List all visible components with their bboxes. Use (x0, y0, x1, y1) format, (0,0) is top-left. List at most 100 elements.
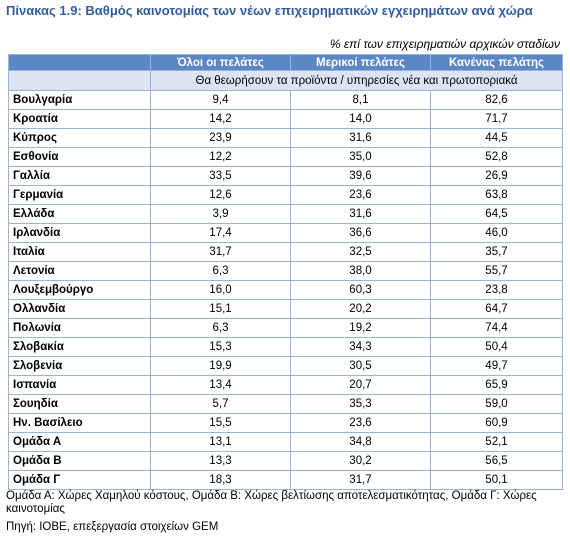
cell-value: 13,1 (150, 432, 291, 452)
cell-value: 35,7 (430, 242, 563, 262)
cell-value: 6,3 (150, 318, 291, 338)
row-label: Ομάδα Α (8, 432, 151, 452)
cell-value: 34,3 (290, 337, 431, 357)
cell-value: 50,1 (430, 470, 563, 490)
table-row: Εσθονία 12,2 35,0 52,8 (8, 147, 563, 167)
column-header: Όλοι οι πελάτες (150, 54, 291, 71)
cell-value: 17,4 (150, 223, 291, 243)
row-label: Λουξεμβούργο (8, 280, 151, 300)
cell-value: 15,1 (150, 299, 291, 319)
row-header-empty (8, 70, 151, 91)
row-label: Γερμανία (8, 185, 151, 205)
row-label: Βουλγαρία (8, 90, 151, 110)
row-label: Πολωνία (8, 318, 151, 338)
cell-value: 18,3 (150, 470, 291, 490)
row-label: Ιρλανδία (8, 223, 151, 243)
cell-value: 49,7 (430, 356, 563, 376)
cell-value: 19,9 (150, 356, 291, 376)
table-row: Σουηδία 5,7 35,3 59,0 (8, 394, 563, 414)
cell-value: 30,5 (290, 356, 431, 376)
row-label: Ολλανδία (8, 299, 151, 319)
cell-value: 14,2 (150, 109, 291, 129)
cell-value: 9,4 (150, 90, 291, 110)
table-row: Βουλγαρία 9,4 8,1 82,6 (8, 90, 563, 110)
cell-value: 44,5 (430, 128, 563, 148)
cell-value: 52,8 (430, 147, 563, 167)
cell-value: 34,8 (290, 432, 431, 452)
row-label: Κροατία (8, 109, 151, 129)
cell-value: 31,6 (290, 128, 431, 148)
cell-value: 8,1 (290, 90, 431, 110)
table-row: Ομάδα Β 13,3 30,2 56,5 (8, 451, 563, 471)
row-label: Ιταλία (8, 242, 151, 262)
data-table: Όλοι οι πελάτες Μερικοί πελάτες Κανένας πε… (8, 54, 563, 490)
table-row: Πολωνία 6,3 19,2 74,4 (8, 318, 563, 338)
cell-value: 26,9 (430, 166, 563, 186)
table-row: Ολλανδία 15,1 20,2 64,7 (8, 299, 563, 319)
cell-value: 12,6 (150, 185, 291, 205)
cell-value: 38,0 (290, 261, 431, 281)
cell-value: 56,5 (430, 451, 563, 471)
table-row: Ομάδα Γ 18,3 31,7 50,1 (8, 470, 563, 490)
cell-value: 46,0 (430, 223, 563, 243)
title: Πίνακας 1.9: Βαθμός καινοτομίας των νέων… (6, 3, 533, 18)
footnote: Ομάδα Α: Χώρες Χαμηλού κόστους, Ομάδα Β:… (6, 490, 537, 515)
cell-value: 15,5 (150, 413, 291, 433)
cell-value: 52,1 (430, 432, 563, 452)
header-row: Όλοι οι πελάτες Μερικοί πελάτες Κανένας πε… (8, 54, 563, 71)
row-label: Γαλλία (8, 166, 151, 186)
cell-value: 50,4 (430, 337, 563, 357)
cell-value: 13,4 (150, 375, 291, 395)
table-row: Ιρλανδία 17,4 36,6 46,0 (8, 223, 563, 243)
table-row: Ομάδα Α 13,1 34,8 52,1 (8, 432, 563, 452)
row-label: Ην. Βασίλειο (8, 413, 151, 433)
subheader: Θα θεωρήσουν τα προϊόντα / υπηρεσίες νέα… (150, 70, 563, 91)
row-label: Σλοβενία (8, 356, 151, 376)
table-row: Λετονία 6,3 38,0 55,7 (8, 261, 563, 281)
cell-value: 60,3 (290, 280, 431, 300)
table-row: Κροατία 14,2 14,0 71,7 (8, 109, 563, 129)
table-row: Γαλλία 33,5 39,6 26,9 (8, 166, 563, 186)
cell-value: 12,2 (150, 147, 291, 167)
row-label: Σουηδία (8, 394, 151, 414)
row-label: Ομάδα Γ (8, 470, 151, 490)
cell-value: 20,2 (290, 299, 431, 319)
table-row: Ην. Βασίλειο 15,5 23,6 60,9 (8, 413, 563, 433)
cell-value: 23,8 (430, 280, 563, 300)
cell-value: 19,2 (290, 318, 431, 338)
table-row: Γερμανία 12,6 23,6 63,8 (8, 185, 563, 205)
cell-value: 23,9 (150, 128, 291, 148)
cell-value: 35,3 (290, 394, 431, 414)
cell-value: 15,3 (150, 337, 291, 357)
row-label: Κύπρος (8, 128, 151, 148)
table-row: Ελλάδα 3,9 31,6 64,5 (8, 204, 563, 224)
cell-value: 64,7 (430, 299, 563, 319)
column-header: Κανένας πελάτης (430, 54, 563, 71)
row-label: Σλοβακία (8, 337, 151, 357)
table-row: Σλοβενία 19,9 30,5 49,7 (8, 356, 563, 376)
table-row: Ισπανία 13,4 20,7 65,9 (8, 375, 563, 395)
subtitle: % επί των επιχειρηματιών αρχικών σταδίων (329, 37, 560, 51)
table-row: Λουξεμβούργο 16,0 60,3 23,8 (8, 280, 563, 300)
cell-value: 6,3 (150, 261, 291, 281)
row-label: Ομάδα Β (8, 451, 151, 471)
cell-value: 82,6 (430, 90, 563, 110)
row-label: Λετονία (8, 261, 151, 281)
table-row: Ιταλία 31,7 32,5 35,7 (8, 242, 563, 262)
row-label: Ελλάδα (8, 204, 151, 224)
cell-value: 5,7 (150, 394, 291, 414)
column-header: Μερικοί πελάτες (290, 54, 431, 71)
cell-value: 71,7 (430, 109, 563, 129)
cell-value: 60,9 (430, 413, 563, 433)
table-row: Σλοβακία 15,3 34,3 50,4 (8, 337, 563, 357)
cell-value: 63,8 (430, 185, 563, 205)
cell-value: 35,0 (290, 147, 431, 167)
cell-value: 13,3 (150, 451, 291, 471)
column-header (8, 54, 151, 71)
row-label: Εσθονία (8, 147, 151, 167)
cell-value: 16,0 (150, 280, 291, 300)
source: Πηγή: ΙΟΒΕ, επεξεργασία στοιχείων GEM (6, 521, 219, 533)
subheader-row: Θα θεωρήσουν τα προϊόντα / υπηρεσίες νέα… (8, 70, 563, 91)
cell-value: 74,4 (430, 318, 563, 338)
